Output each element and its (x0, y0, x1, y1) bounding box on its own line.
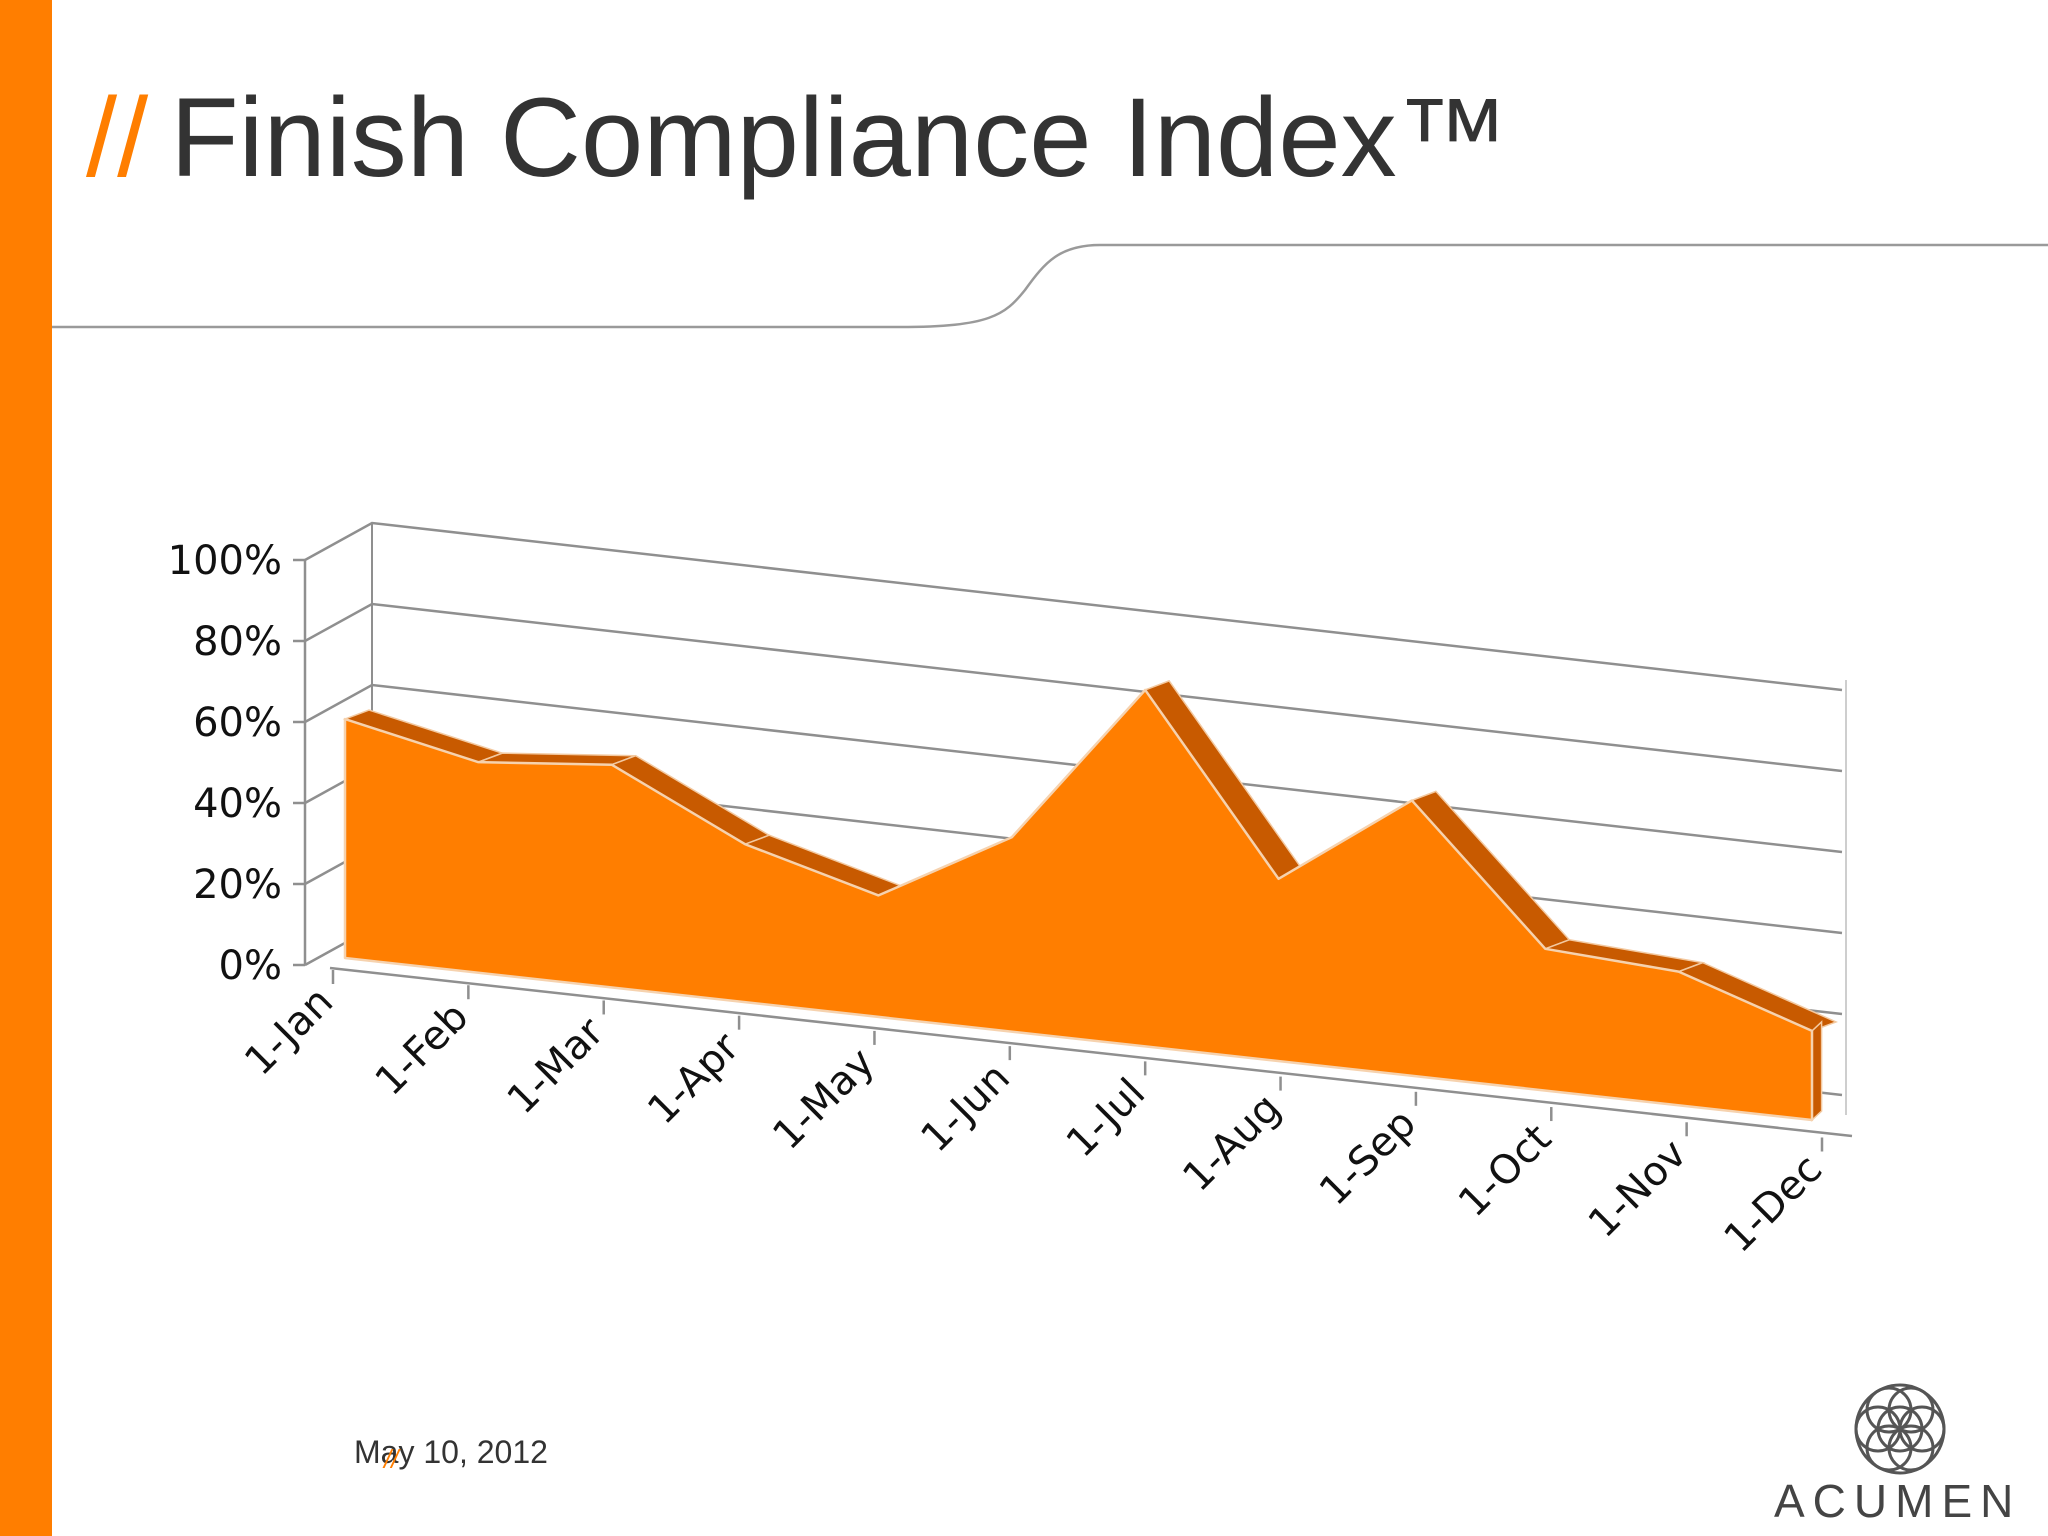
company-logo-text: ACUMEN (1774, 1475, 2022, 1527)
x-tick-label: 1-Apr (639, 1024, 748, 1133)
x-tick-label: 1-Jun (912, 1055, 1018, 1161)
x-tick-label: 1-Nov (1580, 1131, 1696, 1247)
y-tick-label: 40% (193, 781, 282, 827)
area-series-front (343, 688, 1814, 1122)
x-tick-label: 1-Oct (1450, 1116, 1560, 1226)
x-tick-label: 1-Feb (367, 994, 478, 1105)
gridline (304, 602, 1843, 773)
x-axis-line (329, 966, 1853, 1138)
footer-slash-mark: // (384, 1444, 399, 1474)
left-accent-bar (0, 0, 52, 1536)
x-tick-label: 1-Dec (1716, 1146, 1831, 1261)
area-end-face (1811, 1020, 1823, 1122)
x-tick-label: 1-Mar (499, 1009, 613, 1123)
title-text: Finish Compliance Index™ (170, 75, 1509, 200)
y-tick-label: 0% (219, 943, 282, 989)
x-tick-label: 1-Sep (1311, 1100, 1425, 1214)
x-tick-label: 1-Aug (1174, 1085, 1289, 1200)
x-tick-label: 1-Jan (236, 979, 342, 1085)
slide-title: //Finish Compliance Index™ (86, 70, 1509, 206)
y-tick-label: 20% (193, 862, 282, 908)
chart-series (342, 680, 1838, 1122)
title-slash-mark: // (86, 75, 149, 200)
y-tick-label: 100% (168, 538, 282, 584)
footer-date: May 10, 2012 (354, 1434, 548, 1470)
y-tick-label: 60% (193, 700, 282, 746)
gridline (304, 521, 1843, 692)
x-tick-label: 1-May (764, 1039, 883, 1158)
y-tick-label: 80% (193, 619, 282, 665)
x-tick-label: 1-Jul (1058, 1070, 1154, 1166)
header-divider (52, 243, 2048, 329)
flower-of-life-icon (1854, 1383, 1946, 1475)
